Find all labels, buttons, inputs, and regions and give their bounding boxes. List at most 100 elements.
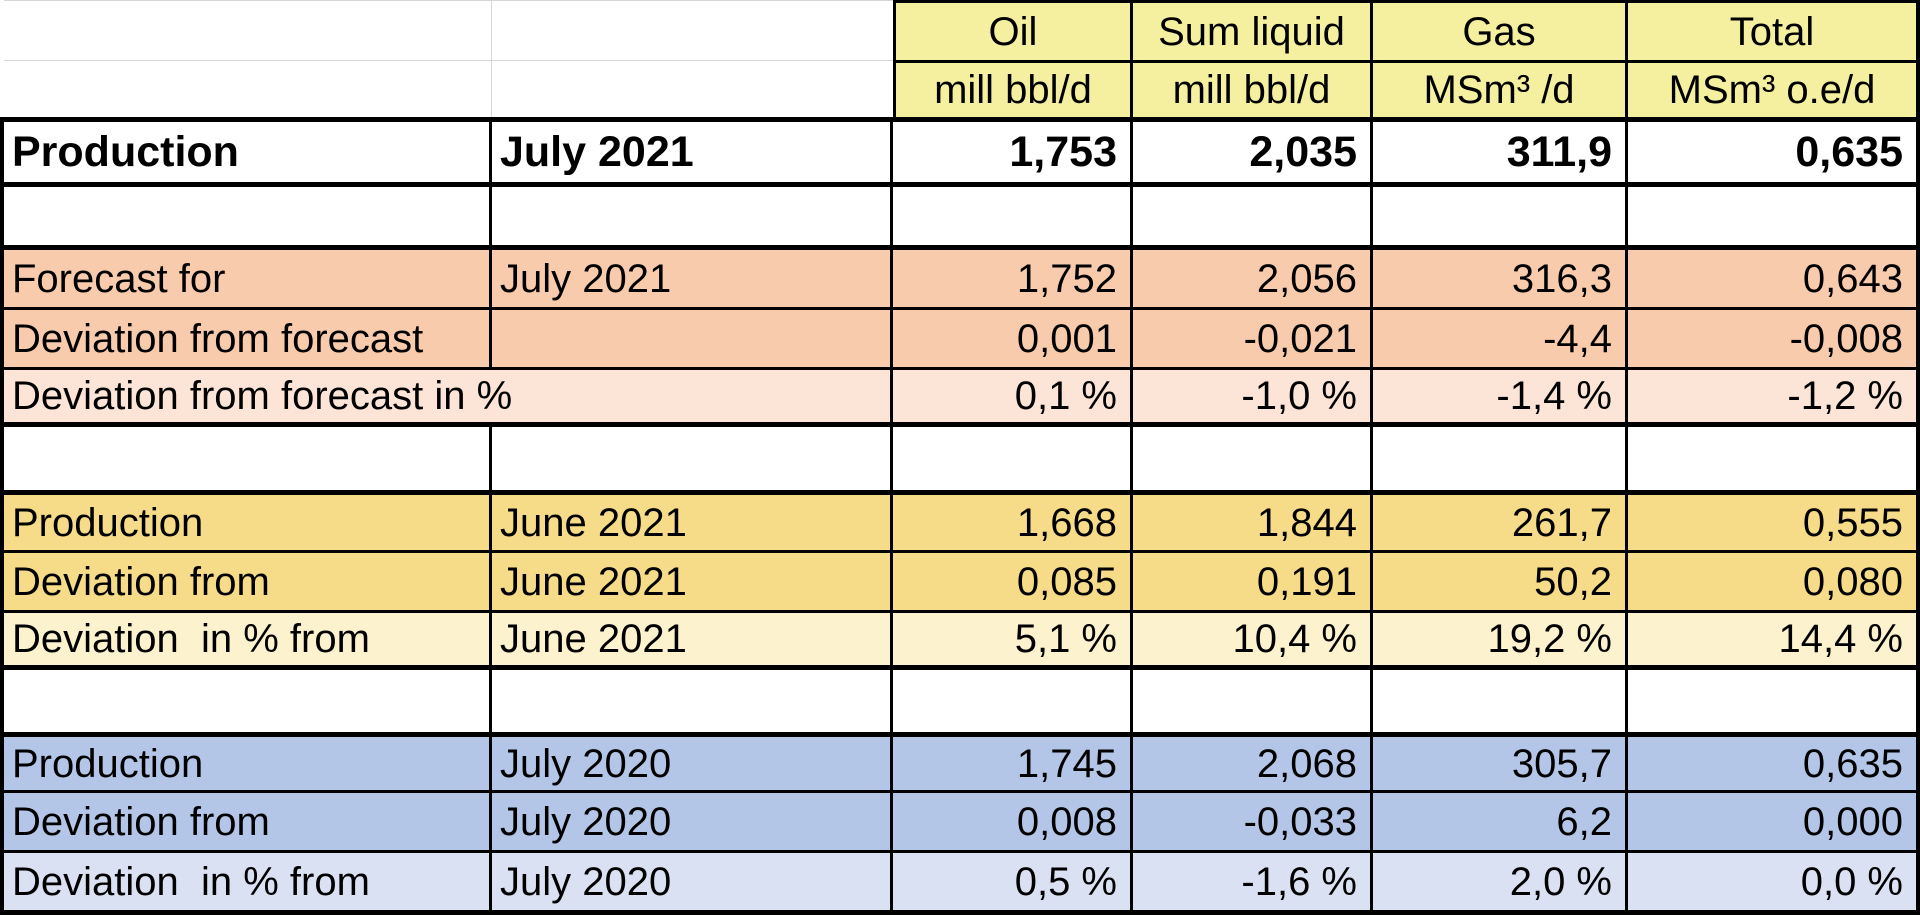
cell-0-oil[interactable]: Oil <box>893 0 1133 60</box>
cell-4-label[interactable]: Forecast for <box>4 250 492 307</box>
cell-9-total[interactable]: 0,080 <box>1628 553 1916 610</box>
cell-9-gas[interactable]: 50,2 <box>1373 553 1628 610</box>
cell-3-label[interactable] <box>4 187 492 245</box>
cell-0-gas[interactable]: Gas <box>1373 0 1628 60</box>
cell-10-gas[interactable]: 19,2 % <box>1373 613 1628 665</box>
cell-0-period[interactable] <box>492 0 893 60</box>
cell-14-sum-liquid[interactable]: -1,6 % <box>1133 853 1373 910</box>
cell-4-gas[interactable]: 316,3 <box>1373 250 1628 307</box>
cell-9-sum-liquid[interactable]: 0,191 <box>1133 553 1373 610</box>
cell-7-sum-liquid[interactable] <box>1133 427 1373 490</box>
cell-2-oil[interactable]: 1,753 <box>893 122 1133 182</box>
cell-12-sum-liquid[interactable]: 2,068 <box>1133 737 1373 790</box>
cell-6-sum-liquid[interactable]: -1,0 % <box>1133 370 1373 422</box>
table-row: Production June 2021 1,668 1,844 261,7 0,555 <box>0 490 1920 550</box>
cell-6-gas[interactable]: -1,4 % <box>1373 370 1628 422</box>
cell-3-total[interactable] <box>1628 187 1916 245</box>
cell-13-label[interactable]: Deviation from <box>4 793 492 850</box>
cell-11-oil[interactable] <box>893 670 1133 732</box>
cell-8-oil[interactable]: 1,668 <box>893 495 1133 550</box>
cell-1-period[interactable] <box>492 60 893 117</box>
cell-0-sum-liquid[interactable]: Sum liquid <box>1133 0 1373 60</box>
cell-10-label[interactable]: Deviation in % from <box>4 613 492 665</box>
table-row: Deviation from forecast 0,001 -0,021 -4,4 -0… <box>0 307 1920 367</box>
cell-3-gas[interactable] <box>1373 187 1628 245</box>
cell-8-period[interactable]: June 2021 <box>492 495 893 550</box>
cell-14-total[interactable]: 0,0 % <box>1628 853 1916 910</box>
cell-2-gas[interactable]: 311,9 <box>1373 122 1628 182</box>
cell-13-period[interactable]: July 2020 <box>492 793 893 850</box>
cell-5-oil[interactable]: 0,001 <box>893 310 1133 367</box>
cell-11-period[interactable] <box>492 670 893 732</box>
cell-9-period[interactable]: June 2021 <box>492 553 893 610</box>
cell-6-period[interactable] <box>492 370 893 422</box>
table-row: Forecast for July 2021 1,752 2,056 316,3 0,64… <box>0 245 1920 307</box>
cell-7-gas[interactable] <box>1373 427 1628 490</box>
cell-1-label[interactable] <box>4 60 492 117</box>
cell-7-total[interactable] <box>1628 427 1916 490</box>
cell-1-oil[interactable]: mill bbl/d <box>893 60 1133 117</box>
cell-5-total[interactable]: -0,008 <box>1628 310 1916 367</box>
cell-4-oil[interactable]: 1,752 <box>893 250 1133 307</box>
cell-1-total[interactable]: MSm³ o.e/d <box>1628 60 1916 117</box>
cell-6-total[interactable]: -1,2 % <box>1628 370 1916 422</box>
table-row <box>0 670 1920 732</box>
cell-12-total[interactable]: 0,635 <box>1628 737 1916 790</box>
cell-10-oil[interactable]: 5,1 % <box>893 613 1133 665</box>
cell-6-oil[interactable]: 0,1 % <box>893 370 1133 422</box>
cell-3-oil[interactable] <box>893 187 1133 245</box>
cell-10-period[interactable]: June 2021 <box>492 613 893 665</box>
cell-4-total[interactable]: 0,643 <box>1628 250 1916 307</box>
cell-14-oil[interactable]: 0,5 % <box>893 853 1133 910</box>
cell-2-total[interactable]: 0,635 <box>1795 127 1903 176</box>
cell-14-gas[interactable]: 2,0 % <box>1373 853 1628 910</box>
cell-11-gas[interactable] <box>1373 670 1628 732</box>
cell-8-label[interactable]: Production <box>4 495 492 550</box>
cell-5-label[interactable]: Deviation from forecast <box>4 310 492 367</box>
table-row: Oil Sum liquid Gas Total <box>0 0 1920 60</box>
cell-7-period[interactable] <box>492 427 893 490</box>
cell-4-sum-liquid[interactable]: 2,056 <box>1133 250 1373 307</box>
table-row: mill bbl/d mill bbl/d MSm³ /d MSm³ o.e/d <box>0 60 1920 117</box>
cell-12-oil[interactable]: 1,745 <box>893 737 1133 790</box>
cell-13-sum-liquid[interactable]: -0,033 <box>1133 793 1373 850</box>
cell-6-label[interactable]: Deviation from forecast in % <box>4 370 512 422</box>
table-row: Deviation in % from July 2020 0,5 % -1,6 % 2… <box>0 850 1920 915</box>
cell-2-sum-liquid[interactable]: 2,035 <box>1133 122 1373 182</box>
cell-2-label[interactable]: Production <box>4 122 492 182</box>
cell-11-sum-liquid[interactable] <box>1133 670 1373 732</box>
cell-11-label[interactable] <box>4 670 492 732</box>
cell-8-gas[interactable]: 261,7 <box>1373 495 1628 550</box>
cell-7-oil[interactable] <box>893 427 1133 490</box>
cell-5-sum-liquid[interactable]: -0,021 <box>1133 310 1373 367</box>
cell-8-total[interactable]: 0,555 <box>1628 495 1916 550</box>
cell-12-gas[interactable]: 305,7 <box>1373 737 1628 790</box>
cell-5-gas[interactable]: -4,4 <box>1373 310 1628 367</box>
cell-14-label[interactable]: Deviation in % from <box>4 853 492 910</box>
cell-4-period[interactable]: July 2021 <box>492 250 893 307</box>
cell-3-period[interactable] <box>492 187 893 245</box>
cell-1-gas[interactable]: MSm³ /d <box>1373 60 1628 117</box>
cell-12-label[interactable]: Production <box>4 737 492 790</box>
table-row: Deviation in % from June 2021 5,1 % 10,4 % 1… <box>0 610 1920 670</box>
cell-11-total[interactable] <box>1628 670 1916 732</box>
cell-3-sum-liquid[interactable] <box>1133 187 1373 245</box>
cell-10-sum-liquid[interactable]: 10,4 % <box>1133 613 1373 665</box>
cell-13-gas[interactable]: 6,2 <box>1373 793 1628 850</box>
table-row: Deviation from July 2020 0,008 -0,033 6,2 0,0… <box>0 790 1920 850</box>
cell-9-label[interactable]: Deviation from <box>4 553 492 610</box>
cell-9-oil[interactable]: 0,085 <box>893 553 1133 610</box>
cell-13-total[interactable]: 0,000 <box>1628 793 1916 850</box>
cell-14-period[interactable]: July 2020 <box>492 853 893 910</box>
cell-13-oil[interactable]: 0,008 <box>893 793 1133 850</box>
cell-2-period[interactable]: July 2021 <box>492 122 893 182</box>
cell-0-total[interactable]: Total <box>1628 0 1916 60</box>
cell-7-label[interactable] <box>4 427 492 490</box>
cell-5-period[interactable] <box>492 310 893 367</box>
cell-1-sum-liquid[interactable]: mill bbl/d <box>1133 60 1373 117</box>
cell-0-label[interactable] <box>4 0 492 60</box>
cell-12-period[interactable]: July 2020 <box>492 737 893 790</box>
cell-10-total[interactable]: 14,4 % <box>1628 613 1916 665</box>
cell-8-sum-liquid[interactable]: 1,844 <box>1133 495 1373 550</box>
